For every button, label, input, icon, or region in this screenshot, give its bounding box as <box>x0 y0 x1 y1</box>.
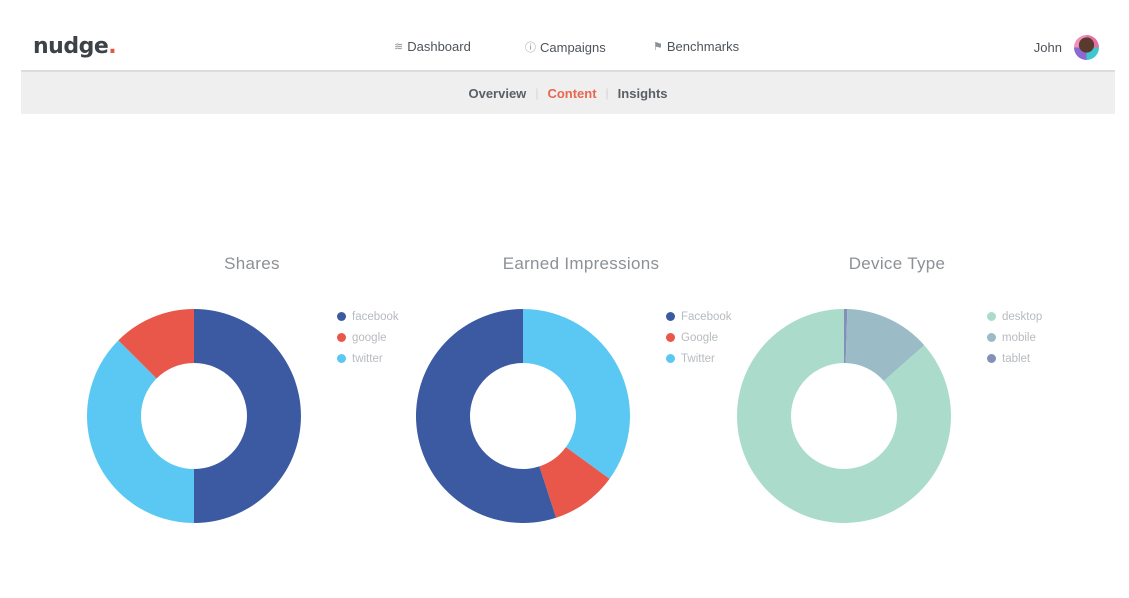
donut-segment-desktop[interactable] <box>737 309 951 523</box>
avatar[interactable] <box>1074 35 1099 60</box>
tab-content[interactable]: Content <box>547 85 597 101</box>
separator: | <box>605 86 609 100</box>
donut-segment-tablet[interactable] <box>844 309 848 364</box>
legend-label: Twitter <box>681 352 715 365</box>
legend-label: tablet <box>1002 352 1031 365</box>
logo[interactable]: nudge. <box>33 34 117 59</box>
legend-item[interactable]: facebook <box>337 306 399 327</box>
legend-item[interactable]: Google <box>666 327 732 348</box>
logo-dot: . <box>108 34 117 59</box>
legend-swatch <box>337 333 346 342</box>
legend-label: google <box>352 331 387 344</box>
chart-title: Shares <box>224 254 280 273</box>
donut-segment-mobile[interactable] <box>845 309 925 381</box>
donut-segment-google[interactable] <box>539 447 610 518</box>
legend-swatch <box>987 354 996 363</box>
layers-icon: ≋ <box>394 41 404 53</box>
legend-item[interactable]: Facebook <box>666 306 732 327</box>
earned-impressions-legend: Facebook Google Twitter <box>666 306 732 369</box>
donut-segment-facebook[interactable] <box>194 309 301 523</box>
nav-campaigns[interactable]: ⓘ Campaigns <box>525 39 606 55</box>
nav-benchmarks-label: Benchmarks <box>666 39 740 54</box>
device-type-donut[interactable] <box>737 309 951 523</box>
legend-swatch <box>987 312 996 321</box>
main-nav: ≋ Dashboard ⓘ Campaigns ⚑ Benchmarks <box>0 39 1129 57</box>
earned-impressions-donut[interactable] <box>416 309 630 523</box>
sub-nav: Overview | Content | Insights <box>21 70 1115 114</box>
legend-item[interactable]: twitter <box>337 348 399 369</box>
nav-benchmarks[interactable]: ⚑ Benchmarks <box>653 39 739 54</box>
legend-swatch <box>666 312 675 321</box>
legend-swatch <box>987 333 996 342</box>
shares-chart: Shares facebook google twitter <box>87 250 417 550</box>
shares-donut[interactable] <box>87 309 301 523</box>
nav-dashboard[interactable]: ≋ Dashboard <box>394 39 471 54</box>
device-type-legend: desktop mobile tablet <box>987 306 1042 369</box>
donut-segment-twitter[interactable] <box>87 340 194 523</box>
nav-campaigns-label: Campaigns <box>540 39 606 55</box>
legend-label: twitter <box>352 352 383 365</box>
earned-impressions-chart: Earned Impressions Facebook Google Twitt… <box>416 250 746 550</box>
legend-item[interactable]: mobile <box>987 327 1042 348</box>
legend-label: facebook <box>352 310 399 323</box>
tab-insights[interactable]: Insights <box>617 85 668 101</box>
chart-title: Earned Impressions <box>502 254 660 273</box>
legend-swatch <box>666 333 675 342</box>
info-circle-icon: ⓘ <box>525 42 536 54</box>
user-menu[interactable]: John <box>1034 35 1099 60</box>
legend-label: mobile <box>1002 331 1036 344</box>
legend-swatch <box>666 354 675 363</box>
donut-segment-facebook[interactable] <box>416 309 557 523</box>
legend-label: Facebook <box>681 310 732 323</box>
shares-legend: facebook google twitter <box>337 306 399 369</box>
user-name: John <box>1033 40 1062 55</box>
legend-item[interactable]: tablet <box>987 348 1042 369</box>
legend-item[interactable]: desktop <box>987 306 1042 327</box>
nav-dashboard-label: Dashboard <box>407 39 471 54</box>
legend-label: Google <box>681 331 719 344</box>
legend-label: desktop <box>1002 310 1043 323</box>
separator: | <box>535 86 539 100</box>
donut-segment-google[interactable] <box>118 309 194 379</box>
logo-text: nudge <box>33 34 109 59</box>
chart-title: Device Type <box>848 254 946 273</box>
legend-swatch <box>337 354 346 363</box>
legend-item[interactable]: google <box>337 327 399 348</box>
donut-segment-twitter[interactable] <box>523 309 630 479</box>
legend-item[interactable]: Twitter <box>666 348 732 369</box>
top-bar: nudge. ≋ Dashboard ⓘ Campaigns ⚑ Benchma… <box>0 0 1129 70</box>
tab-overview[interactable]: Overview <box>468 85 527 101</box>
device-type-chart: Device Type desktop mobile tablet <box>737 250 1067 550</box>
flag-icon: ⚑ <box>653 41 663 53</box>
legend-swatch <box>337 312 346 321</box>
